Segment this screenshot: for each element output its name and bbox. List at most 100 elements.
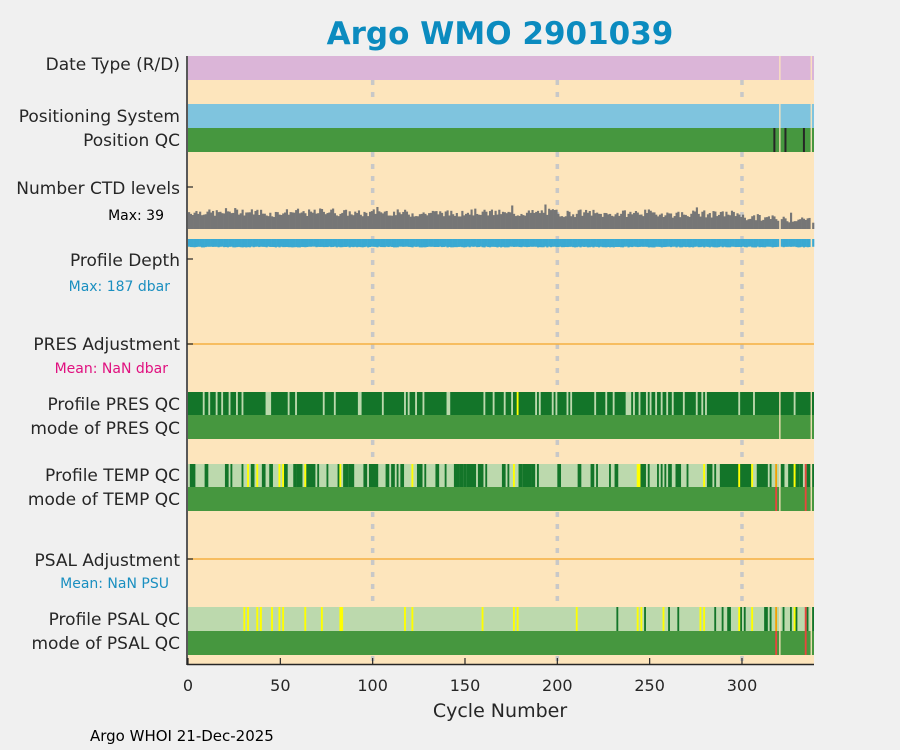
- profile-pres-qc-bar-missing-cycle: [810, 392, 812, 415]
- profile-pres-qc-bar-flag-light: [241, 392, 244, 415]
- y-ticks: [187, 186, 193, 560]
- ctd-levels-bar: [326, 213, 329, 229]
- profile-temp-qc-bar-flag-yellow: [247, 464, 249, 487]
- profile-depth-bar: [743, 239, 746, 248]
- profile-temp-qc-bar-flag-dark: [780, 464, 785, 487]
- label-ctd-levels: Number CTD levels: [16, 179, 180, 199]
- profile-depth-bar: [284, 239, 287, 248]
- profile-depth-bar: [474, 239, 477, 247]
- ctd-levels-bar: [575, 213, 578, 229]
- profile-temp-qc-bar-flag-dark: [348, 464, 355, 487]
- label-profile-temp-qc: Profile TEMP QC: [45, 466, 180, 486]
- profile-pres-qc-bar-flag-light: [322, 392, 325, 415]
- ctd-levels-bar: [296, 208, 300, 229]
- profile-psal-qc-bar-flag-yellow: [640, 607, 643, 631]
- profile-temp-qc-bar-flag-dark: [337, 464, 340, 487]
- profile-psal-qc-bar-flag-dark: [743, 607, 746, 631]
- profile-psal-qc-bar-flag-yellow: [339, 607, 344, 631]
- profile-temp-qc-bar-flag-dark: [241, 464, 244, 487]
- ctd-levels-bar: [592, 209, 595, 229]
- profile-depth-bar: [188, 239, 191, 247]
- profile-psal-qc-bar-flag-yellow: [243, 607, 246, 631]
- profile-depth-bar: [418, 239, 421, 248]
- position-qc-bad-flag: [784, 128, 787, 152]
- ctd-levels-bar: [607, 214, 610, 229]
- profile-depth-bar: [326, 239, 329, 248]
- profile-pres-qc-bar-flag-light: [535, 392, 538, 415]
- profile-depth-bar: [374, 239, 377, 247]
- profile-psal-qc-bar-flag-yellow: [271, 607, 273, 631]
- profile-temp-qc-bar-flag-dark: [614, 464, 619, 487]
- profile-temp-qc-bar-flag-dark: [577, 464, 582, 487]
- profile-depth-bar: [555, 239, 558, 248]
- ctd-levels-bar: [597, 213, 601, 229]
- profile-psal-qc-bar-flag-yellow: [320, 607, 323, 631]
- depth-max-label: Max: 187 dbar: [69, 279, 171, 295]
- mode-temp-qc-bar-missing-cycle: [810, 487, 812, 511]
- ctd-levels-bar: [699, 216, 702, 229]
- profile-depth-bar: [681, 239, 684, 248]
- profile-depth-bar: [498, 239, 501, 247]
- ctd-levels-bar: [452, 214, 455, 229]
- profile-temp-qc-bar-flag-dark: [640, 464, 646, 487]
- profile-depth-bar: [446, 239, 449, 248]
- profile-depth-bar: [494, 239, 497, 247]
- profile-depth-bar: [415, 239, 418, 247]
- x-tick-label: 50: [270, 676, 290, 695]
- profile-depth-bar: [597, 239, 601, 248]
- profile-depth-bar: [684, 239, 687, 248]
- ctd-levels-bar: [562, 217, 566, 229]
- profile-depth-bar: [212, 239, 215, 247]
- profile-depth-bar: [634, 239, 638, 247]
- ctd-levels-bar: [662, 217, 665, 229]
- ctd-levels-bar: [468, 214, 471, 229]
- ctd-levels-bar: [248, 212, 252, 229]
- profile-pres-qc-bar-flag-light: [551, 392, 554, 415]
- profile-depth-bar: [426, 239, 429, 247]
- profile-depth-bar: [272, 239, 276, 248]
- ctd-levels-bar: [679, 217, 682, 229]
- profile-psal-qc-bar-flag-yellow: [481, 607, 484, 631]
- profile-depth-bar: [193, 239, 196, 248]
- profile-depth-bar: [215, 239, 218, 247]
- ctd-levels-bar: [398, 212, 401, 229]
- profile-depth-bar: [320, 239, 324, 247]
- profile-depth-bar: [261, 239, 265, 247]
- ctd-levels-bar: [675, 212, 678, 229]
- ctd-levels-bar: [633, 212, 636, 229]
- profile-temp-qc-bar-flag-dark: [812, 464, 814, 487]
- ctd-levels-bar: [496, 214, 499, 229]
- profile-depth-bar: [311, 239, 314, 247]
- profile-temp-qc-bar-flag-dark: [343, 464, 349, 487]
- ctd-levels-bar: [642, 216, 645, 229]
- positioning-system-bar-missing-cycle: [810, 104, 812, 128]
- ctd-levels-bar: [743, 217, 746, 229]
- profile-psal-qc-bar-flag-yellow: [751, 607, 754, 631]
- ctd-levels-bar: [579, 209, 582, 229]
- profile-temp-qc-bar-missing-cycle: [779, 464, 781, 487]
- profile-temp-qc-bar-flag-dark: [326, 464, 329, 487]
- ctd-levels-bar: [267, 216, 270, 229]
- ctd-levels-bar: [289, 212, 292, 229]
- profile-depth-bar: [500, 239, 503, 248]
- ctd-levels-bar: [581, 215, 584, 229]
- profile-depth-bar: [210, 239, 213, 247]
- ctd-levels-bar: [319, 208, 322, 229]
- profile-pres-qc-bar-flag-light: [660, 392, 663, 415]
- ctd-levels-bar: [490, 209, 493, 229]
- profile-depth-bar: [721, 239, 724, 248]
- profile-depth-bar: [777, 239, 780, 247]
- ctd-levels-bar: [356, 213, 359, 229]
- profile-depth-bar: [363, 239, 366, 248]
- ctd-levels-bar: [555, 209, 558, 229]
- ctd-levels-bar: [272, 217, 276, 229]
- mode-temp-qc-bar-flag-red: [775, 487, 778, 511]
- profile-depth-bar: [252, 239, 255, 248]
- profile-psal-qc-bar-flag-dark: [769, 607, 772, 631]
- ctd-levels-bar: [684, 214, 687, 229]
- ctd-levels-bar: [537, 210, 540, 229]
- ctd-levels-bar: [682, 214, 686, 229]
- ctd-levels-bar: [513, 213, 516, 229]
- ctd-levels-bar: [232, 212, 235, 229]
- data-marks: [188, 56, 815, 655]
